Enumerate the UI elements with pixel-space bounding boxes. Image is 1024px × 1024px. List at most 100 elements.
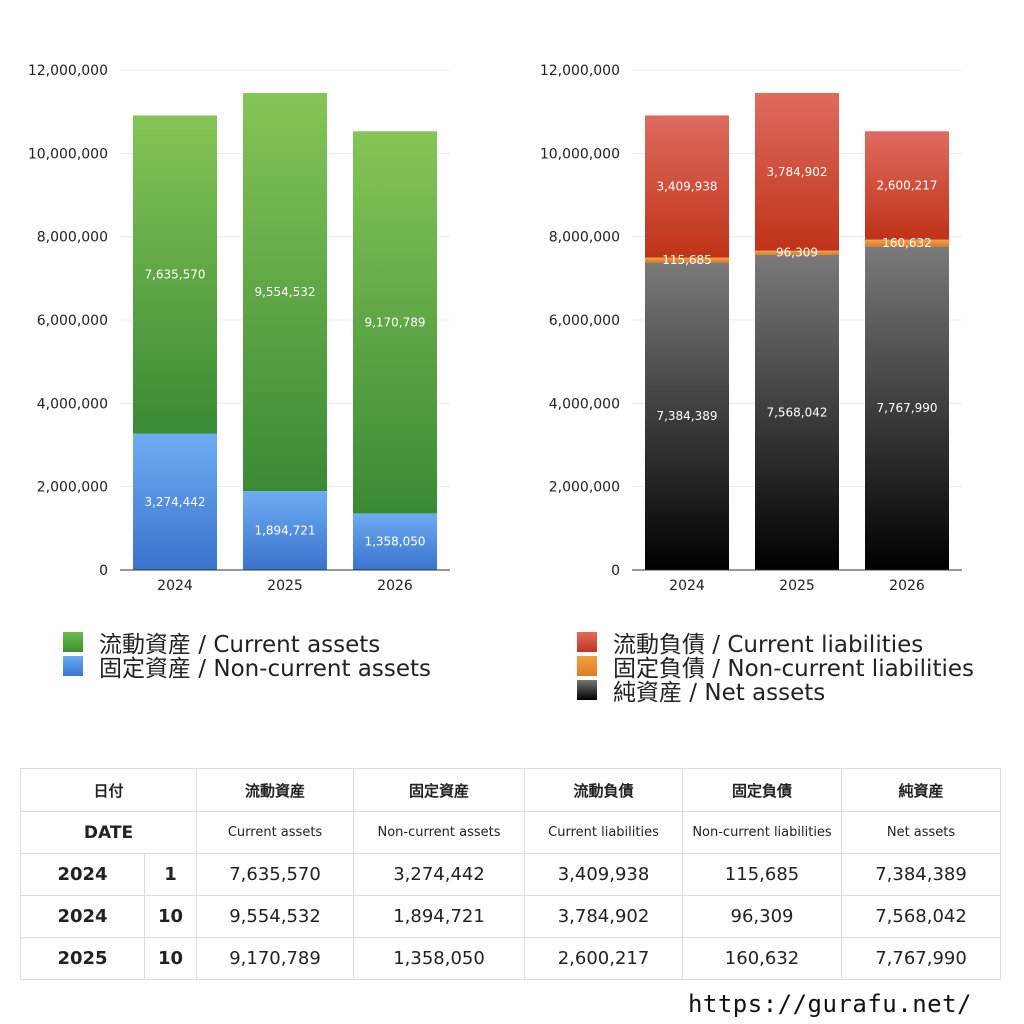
table-cell: 9,170,789 [196, 937, 355, 980]
table-header-en: DATE Current assets Non-current assets C… [19, 811, 1002, 854]
header-date-jp: 日付 [19, 768, 198, 812]
row-month: 10 [143, 937, 198, 980]
table-cell: 7,384,389 [841, 853, 1002, 896]
legend-swatch [577, 656, 597, 676]
table-cell: 1,358,050 [353, 937, 526, 980]
header-cell: Net assets [841, 811, 1002, 854]
bar-segment [645, 257, 729, 263]
legend-swatch [63, 632, 83, 652]
bar-segment [755, 254, 839, 570]
legend-swatch [577, 632, 597, 652]
y-tick-label: 8,000,000 [549, 230, 620, 246]
table-row: 2024 1 7,635,570 3,274,442 3,409,938 115… [20, 853, 1002, 896]
header-cell: Non-current liabilities [682, 811, 843, 854]
table-row: 2025 10 9,170,789 1,358,050 2,600,217 16… [20, 937, 1002, 980]
assets-chart: 3,274,442 7,635,570 1,894,721 9,554,532 1,35… [28, 63, 450, 594]
y-tick-label: 4,000,000 [37, 396, 108, 412]
header-cell: 固定資産 [353, 768, 526, 812]
legend-label: 流動負債 / Current liabilities [613, 632, 924, 658]
table-cell: 2,600,217 [524, 937, 684, 980]
y-tick-label: 10,000,000 [540, 146, 620, 162]
data-label: 96,309 [776, 246, 818, 260]
x-tick-label: 2026 [377, 578, 413, 594]
data-label: 115,685 [662, 253, 712, 267]
data-label: 160,632 [882, 236, 932, 250]
bar-segment [353, 513, 437, 570]
data-label: 7,568,042 [766, 405, 827, 419]
header-cell: Current liabilities [524, 811, 684, 854]
bar-segment [755, 250, 839, 255]
liabilities-legend: 流動負債 / Current liabilities 固定負債 / Non-cu… [577, 630, 974, 706]
header-cell: Current assets [196, 811, 355, 854]
row-year: 2024 [20, 853, 145, 896]
header-cell: 流動資産 [196, 768, 355, 812]
y-tick-label: 6,000,000 [549, 313, 620, 329]
bar-segment [645, 262, 729, 570]
table-row: 2024 10 9,554,532 1,894,721 3,784,902 96… [20, 895, 1002, 938]
data-label: 7,384,389 [656, 409, 717, 423]
data-label: 9,554,532 [254, 285, 315, 299]
legend-swatch [577, 680, 597, 700]
data-label: 1,358,050 [364, 535, 425, 549]
row-month: 1 [143, 853, 198, 896]
legend-item-noncurrent-assets: 固定資産 / Non-current assets [63, 654, 431, 682]
bar-segment [133, 433, 217, 570]
row-year: 2024 [20, 895, 145, 938]
table-cell: 9,554,532 [196, 895, 355, 938]
legend-item-noncurrent-liabilities: 固定負債 / Non-current liabilities [577, 654, 974, 682]
row-year: 2025 [20, 937, 145, 980]
legend-label: 流動資産 / Current assets [99, 632, 381, 658]
y-tick-label: 0 [99, 563, 108, 579]
y-tick-label: 8,000,000 [37, 230, 108, 246]
data-label: 2,600,217 [876, 178, 937, 192]
y-tick-label: 10,000,000 [28, 146, 108, 162]
y-tick-label: 4,000,000 [549, 396, 620, 412]
data-label: 3,409,938 [656, 179, 717, 193]
header-cell: 流動負債 [524, 768, 684, 812]
legend-label: 固定負債 / Non-current liabilities [613, 656, 974, 682]
bar-segment [865, 246, 949, 571]
header-cell: Non-current assets [353, 811, 526, 854]
x-tick-label: 2026 [889, 578, 925, 594]
bar-segment [645, 115, 729, 258]
bar-segment [865, 131, 949, 240]
data-label: 7,767,990 [876, 401, 937, 415]
bar-segment [353, 131, 437, 514]
table-cell: 3,274,442 [353, 853, 526, 896]
balance-sheet-table: 日付 流動資産 固定資産 流動負債 固定負債 純資産 DATE Current … [19, 768, 1002, 980]
data-label: 7,635,570 [144, 267, 205, 281]
table-cell: 115,685 [682, 853, 843, 896]
header-date-en: DATE [19, 811, 198, 854]
liabilities-chart: 7,384,389 115,685 3,409,938 7,568,042 96,309… [540, 63, 962, 594]
legend-label: 純資産 / Net assets [613, 680, 826, 706]
legend-item-current-assets: 流動資産 / Current assets [63, 630, 431, 658]
table-cell: 7,635,570 [196, 853, 355, 896]
assets-legend: 流動資産 / Current assets 固定資産 / Non-current… [63, 630, 431, 682]
legend-swatch [63, 656, 83, 676]
table-cell: 7,568,042 [841, 895, 1002, 938]
table-header-jp: 日付 流動資産 固定資産 流動負債 固定負債 純資産 [19, 768, 1002, 812]
data-label: 3,274,442 [144, 495, 205, 509]
table-cell: 1,894,721 [353, 895, 526, 938]
data-label: 3,784,902 [766, 165, 827, 179]
table-cell: 3,784,902 [524, 895, 684, 938]
bar-segment [755, 92, 839, 251]
table-cell: 7,767,990 [841, 937, 1002, 980]
bar-segment [243, 491, 327, 570]
x-tick-label: 2024 [669, 578, 705, 594]
y-tick-label: 6,000,000 [37, 313, 108, 329]
bar-segment [133, 115, 217, 434]
source-url[interactable]: https://gurafu.net/ [687, 990, 972, 1018]
bar-segment [243, 92, 327, 492]
y-tick-label: 2,000,000 [549, 480, 620, 496]
y-tick-label: 2,000,000 [37, 480, 108, 496]
x-tick-label: 2025 [267, 578, 303, 594]
y-tick-label: 12,000,000 [28, 63, 108, 79]
table-cell: 160,632 [682, 937, 843, 980]
data-label: 1,894,721 [254, 524, 315, 538]
legend-item-current-liabilities: 流動負債 / Current liabilities [577, 630, 974, 658]
table-cell: 3,409,938 [524, 853, 684, 896]
bar-segment [865, 239, 949, 247]
legend-item-net-assets: 純資産 / Net assets [577, 678, 974, 706]
x-tick-label: 2025 [779, 578, 815, 594]
